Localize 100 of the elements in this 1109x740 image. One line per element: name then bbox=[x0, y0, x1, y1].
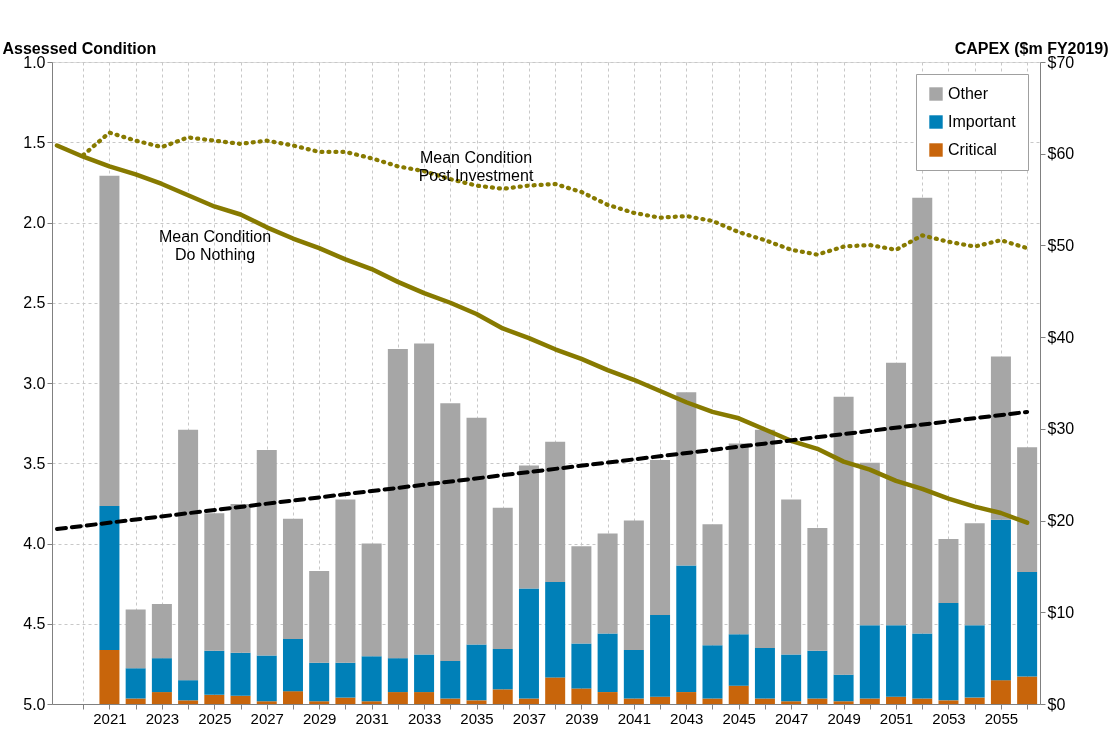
annotation: Mean Condition Do Nothing bbox=[158, 228, 272, 263]
x-tick-label: 2043 bbox=[670, 709, 704, 727]
bar bbox=[754, 429, 775, 649]
bar bbox=[571, 688, 592, 704]
bar bbox=[754, 648, 775, 699]
bar bbox=[414, 692, 435, 704]
bar bbox=[387, 692, 408, 704]
bar bbox=[833, 674, 854, 702]
bar bbox=[518, 465, 539, 589]
bar bbox=[309, 701, 330, 704]
x-tick-label: 2023 bbox=[145, 709, 180, 727]
bar bbox=[204, 650, 225, 695]
bar bbox=[125, 609, 146, 669]
x-tick-label: 2031 bbox=[355, 709, 389, 727]
y-tick-label: 5.0 bbox=[23, 695, 46, 713]
bar bbox=[990, 356, 1011, 520]
bar bbox=[781, 499, 802, 655]
bar bbox=[623, 698, 644, 704]
x-tick-label: 2055 bbox=[984, 709, 1019, 727]
x-tick-label: 2037 bbox=[512, 709, 547, 727]
y-tick-label: 2.0 bbox=[23, 214, 46, 231]
bar bbox=[492, 507, 513, 649]
bar bbox=[938, 700, 959, 704]
x-tick-label: 2053 bbox=[932, 709, 966, 727]
bar bbox=[807, 650, 828, 699]
y2-tick-label: $40 bbox=[1047, 328, 1075, 346]
bar bbox=[571, 643, 592, 689]
x-tick-label: 2045 bbox=[722, 709, 756, 727]
x-tick-label: 2029 bbox=[303, 709, 337, 727]
bar bbox=[466, 644, 487, 701]
bar bbox=[361, 656, 382, 702]
bar bbox=[178, 680, 199, 701]
bar bbox=[387, 658, 408, 693]
bar bbox=[492, 648, 513, 690]
bar bbox=[151, 604, 172, 659]
x-tick-label: 2021 bbox=[93, 709, 127, 727]
bar bbox=[728, 443, 749, 635]
bar bbox=[361, 701, 382, 704]
bar bbox=[361, 543, 382, 657]
bar bbox=[335, 697, 356, 704]
bar bbox=[728, 634, 749, 686]
y2-tick-label: $10 bbox=[1047, 603, 1075, 621]
bar bbox=[518, 588, 539, 699]
y-tick-label: 1.5 bbox=[23, 133, 46, 151]
bar bbox=[990, 680, 1011, 704]
bar bbox=[702, 524, 723, 646]
bar bbox=[151, 658, 172, 693]
bar bbox=[178, 429, 199, 681]
bar bbox=[623, 520, 644, 650]
bar bbox=[1017, 447, 1038, 572]
bar bbox=[938, 538, 959, 604]
bar bbox=[256, 449, 277, 656]
bar bbox=[990, 519, 1011, 681]
bar bbox=[151, 692, 172, 704]
bar bbox=[414, 654, 435, 693]
bar bbox=[545, 441, 566, 583]
y-tick-label: 4.5 bbox=[23, 615, 46, 633]
bar bbox=[938, 603, 959, 701]
bar bbox=[309, 571, 330, 663]
bar bbox=[230, 695, 251, 704]
bar bbox=[597, 633, 618, 693]
bar bbox=[99, 175, 120, 506]
bar bbox=[650, 615, 671, 697]
bar bbox=[282, 518, 303, 639]
bar bbox=[912, 698, 933, 704]
bar bbox=[440, 403, 461, 661]
bar bbox=[807, 527, 828, 651]
bar bbox=[335, 499, 356, 663]
bar bbox=[728, 685, 749, 704]
bar bbox=[597, 533, 618, 634]
bar bbox=[964, 625, 985, 698]
legend-label: Critical bbox=[948, 141, 997, 158]
bar bbox=[545, 677, 566, 704]
bar bbox=[833, 701, 854, 704]
bar bbox=[309, 662, 330, 702]
y2-tick-label: $20 bbox=[1047, 512, 1075, 530]
bar bbox=[256, 701, 277, 704]
x-tick-label: 2025 bbox=[198, 709, 232, 727]
bar bbox=[964, 697, 985, 704]
x-tick-label: 2051 bbox=[879, 709, 914, 727]
bar bbox=[676, 392, 697, 566]
bar bbox=[466, 700, 487, 704]
bar bbox=[230, 504, 251, 653]
bar bbox=[387, 349, 408, 659]
y-tick-label: 2.5 bbox=[23, 294, 46, 312]
x-tick-label: 2049 bbox=[827, 709, 861, 727]
bar bbox=[859, 698, 880, 704]
bar bbox=[859, 462, 880, 626]
x-tick-label: 2039 bbox=[565, 709, 599, 727]
bar bbox=[492, 689, 513, 704]
legend-label: Important bbox=[948, 113, 1017, 130]
bar bbox=[676, 692, 697, 704]
bar bbox=[702, 698, 723, 704]
legend-label: Other bbox=[948, 85, 989, 102]
x-tick-label: 2035 bbox=[460, 709, 494, 727]
x-tick-label: 2033 bbox=[407, 709, 442, 727]
bar bbox=[125, 668, 146, 699]
bar bbox=[335, 662, 356, 698]
bar bbox=[781, 654, 802, 702]
bar bbox=[125, 698, 146, 704]
